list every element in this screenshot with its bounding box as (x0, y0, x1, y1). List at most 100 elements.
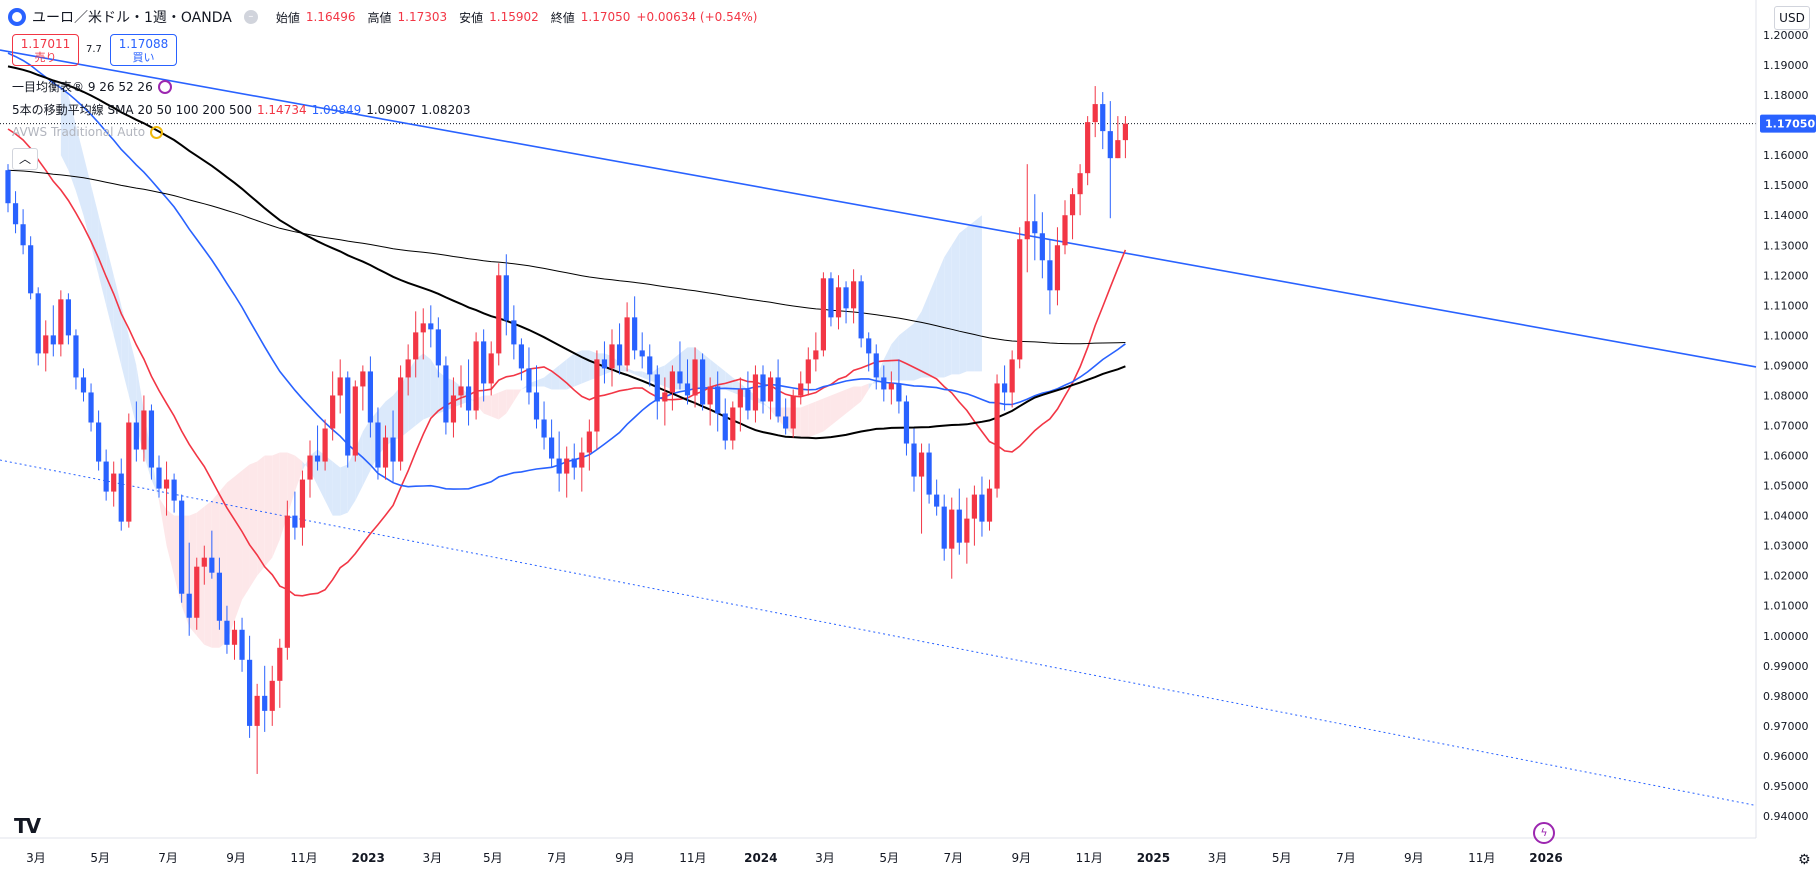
candle-body (269, 680, 275, 711)
candle-body (360, 371, 366, 387)
cloud-segment (914, 311, 922, 381)
candle-body (949, 509, 955, 549)
high-value: 1.17303 (397, 10, 448, 24)
symbol-logo-icon (8, 8, 26, 26)
candle-body (133, 422, 139, 450)
time-tick-label: 3月 (1208, 851, 1228, 865)
market-status-icon[interactable]: – (243, 10, 258, 24)
price-tick-label: 1.08000 (1763, 389, 1809, 402)
candle-body (911, 443, 917, 477)
lower-trendline (0, 459, 1757, 806)
candle-body (1069, 194, 1076, 216)
candle-body (994, 383, 1000, 489)
cloud-segment (91, 185, 99, 276)
price-tick-label: 0.95000 (1763, 780, 1809, 793)
candle-body (209, 557, 215, 573)
candle-body (533, 392, 540, 420)
cloud-segment (430, 359, 439, 417)
candle-body (586, 431, 592, 453)
candle-body (420, 323, 426, 333)
candle-body (345, 377, 351, 456)
candle-body (496, 275, 502, 354)
candle-body (752, 374, 759, 411)
time-tick-label: 7月 (1336, 851, 1356, 865)
cloud-segment (536, 377, 545, 387)
candle-body (96, 422, 102, 462)
cloud-segment (483, 395, 492, 417)
candle-body (518, 344, 524, 369)
cloud-segment (491, 392, 499, 420)
buy-button[interactable]: 1.17088 買い (110, 34, 177, 66)
cloud-segment (362, 419, 371, 486)
sma-value-4: 1.08203 (420, 102, 471, 117)
candle-body (1062, 215, 1068, 246)
low-value: 1.15902 (489, 10, 539, 24)
time-tick-label: 2024 (744, 851, 777, 865)
candle-body (458, 386, 464, 396)
cloud-segment (257, 455, 265, 576)
candle-body (488, 353, 494, 384)
price-tick-label: 1.04000 (1763, 510, 1809, 523)
cloud-segment (559, 359, 567, 390)
collapse-legend-button[interactable]: ︿ (12, 148, 38, 170)
ichimoku-label: 一目均衡表® 9 26 52 26 (12, 80, 153, 94)
candle-body (926, 452, 932, 495)
candle-body (1009, 359, 1015, 393)
candle-body (790, 395, 796, 429)
cloud-segment (551, 365, 560, 390)
price-tick-label: 1.19000 (1763, 59, 1809, 72)
candles (5, 86, 1128, 774)
candle-body (956, 509, 962, 543)
indicator-volume-profile[interactable]: AVWS Traditional Auto (12, 125, 164, 139)
indicator-sma[interactable]: 5本の移動平均線 SMA 20 50 100 200 500 1.14734 1… (12, 101, 470, 118)
candle-body (820, 278, 826, 351)
candle-body (28, 245, 34, 294)
candle-body (103, 461, 109, 492)
sma-label: 5本の移動平均線 SMA 20 50 100 200 500 (12, 103, 252, 117)
sell-button[interactable]: 1.17011 売り (12, 34, 79, 66)
candle-body (1032, 221, 1038, 234)
cloud-segment (234, 470, 243, 621)
sell-label: 売り (34, 51, 57, 64)
sell-price: 1.17011 (20, 37, 71, 51)
candle-body (760, 374, 766, 402)
cloud-segment (800, 404, 809, 438)
candle-body (669, 371, 675, 393)
candle-body (858, 281, 864, 339)
current-price-tag (1760, 114, 1816, 133)
candle-body (594, 359, 600, 432)
low-label: 安値 (459, 10, 484, 25)
tradingview-logo-icon[interactable]: TV (14, 814, 41, 838)
candle-body (163, 479, 170, 489)
high-label: 高値 (367, 10, 392, 25)
hidden-eye-icon[interactable] (150, 125, 164, 139)
cloud-segment (763, 401, 771, 411)
candle-body (481, 341, 487, 384)
settings-gear-icon[interactable]: ⚙ (1798, 852, 1811, 868)
cloud-segment (75, 125, 84, 216)
time-tick-label: 7月 (944, 851, 964, 865)
cloud-segment (506, 389, 514, 414)
currency-selector[interactable]: USD (1774, 6, 1810, 30)
cloud-segment (808, 401, 816, 438)
ichimoku-cloud (60, 80, 982, 648)
flash-icon[interactable]: ϟ (1533, 822, 1555, 844)
candle-body (80, 377, 87, 393)
cloud-segment (936, 257, 945, 378)
candle-body (156, 467, 162, 489)
cloud-segment (113, 275, 122, 366)
price-tick-label: 1.01000 (1763, 600, 1809, 613)
indicator-ichimoku[interactable]: 一目均衡表® 9 26 52 26 (12, 78, 172, 95)
cloud-segment (581, 350, 590, 384)
candle-body (65, 299, 71, 336)
candle-body (73, 335, 79, 378)
time-axis[interactable]: 3月 5月 7月 9月 11月 2023 3月 5月 7月 9月 11月 2024 3月 5月 7月 9月 11… (26, 851, 1563, 865)
cloud-segment (415, 353, 424, 426)
cloud-segment (868, 377, 877, 390)
cloud-segment (264, 455, 273, 567)
symbol-title[interactable]: ユーロ／米ドル・1週・OANDA (32, 10, 232, 26)
cloud-segment (830, 392, 839, 426)
price-axis[interactable]: 0.94000 0.95000 0.96000 0.97000 0.98000 0.990… (1760, 29, 1816, 823)
cloud-segment (287, 452, 295, 516)
